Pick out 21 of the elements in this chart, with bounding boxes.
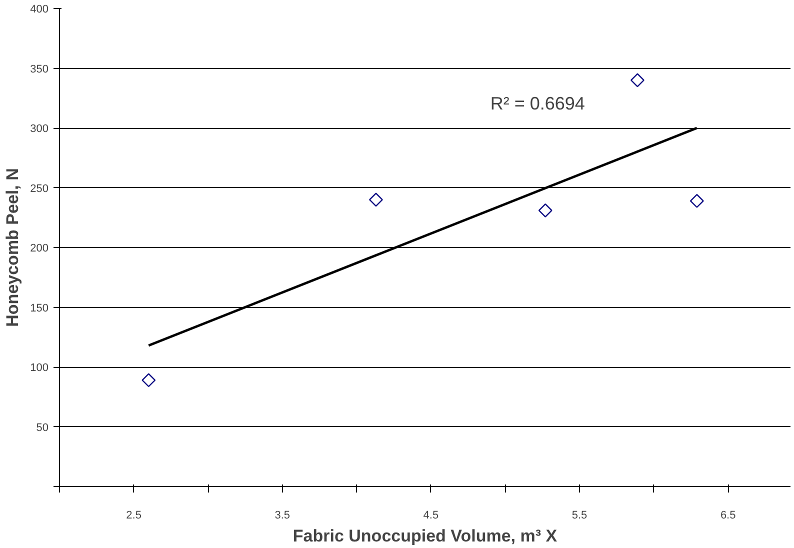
point — [690, 194, 704, 208]
point — [142, 373, 156, 388]
y-axis-title: Honeycomb Peel, N — [3, 168, 22, 327]
y-tick-label: 100 — [30, 362, 49, 374]
y-tick-label: 400 — [30, 4, 49, 16]
y-tick-label: 150 — [30, 302, 49, 314]
x-axis-title: Fabric Unoccupied Volume, m³ X — [292, 526, 558, 546]
y-tick-label: 50 — [36, 422, 49, 434]
point — [369, 192, 383, 207]
y-tick-label: 350 — [30, 63, 49, 76]
x-tick-label: 3.5 — [274, 510, 290, 522]
x-tick-label: 2.5 — [126, 510, 142, 522]
x-tick-label: 5.5 — [572, 510, 588, 522]
annotation: R² = 0.6694 — [490, 94, 585, 114]
point — [538, 203, 552, 218]
x-tick-label: 6.5 — [720, 510, 736, 522]
y-tick-label: 300 — [30, 123, 49, 135]
point — [630, 73, 644, 88]
y-tick-label: 250 — [30, 182, 49, 195]
y-tick-label: 200 — [30, 242, 49, 254]
x-tick-label: 4.5 — [423, 510, 439, 522]
